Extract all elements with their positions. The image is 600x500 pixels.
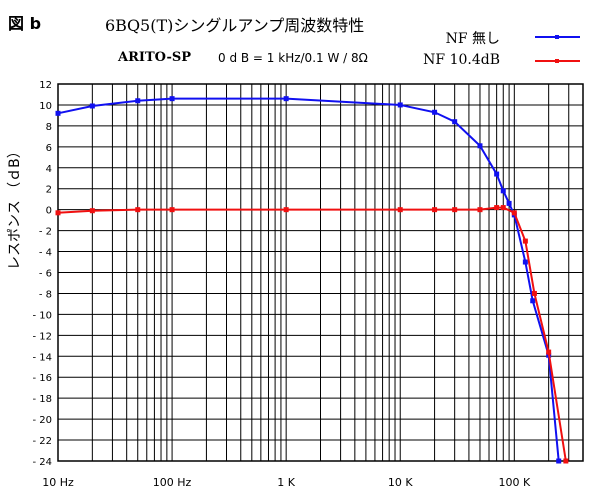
data-point: [169, 207, 175, 213]
data-point: [563, 458, 569, 464]
legend-marker-2: [555, 59, 559, 63]
series-line-1: [57, 97, 560, 462]
y-tick-label: 0: [46, 206, 52, 217]
chart-subtitle-speaker: ARITO-SP: [118, 50, 192, 65]
y-tick-label: 8: [46, 122, 52, 133]
y-tick-label: - 20: [32, 415, 52, 426]
y-tick-label: - 18: [32, 394, 52, 405]
data-point: [530, 298, 536, 304]
data-point: [477, 143, 483, 149]
data-point: [511, 210, 517, 216]
data-point: [169, 96, 175, 102]
data-point: [432, 207, 438, 213]
data-point: [522, 238, 528, 244]
y-tick-label: - 14: [32, 352, 52, 363]
y-tick-label: - 16: [32, 373, 52, 384]
data-point: [397, 102, 403, 108]
data-point: [432, 109, 438, 115]
legend-marker-1: [555, 35, 559, 39]
plot-frame: [57, 83, 584, 462]
x-tick-label: 100 K: [498, 476, 530, 489]
y-tick-label: - 2: [39, 227, 52, 238]
data-point: [135, 98, 141, 104]
data-point: [506, 200, 512, 206]
legend-label: NF 無し: [445, 31, 500, 47]
data-point: [477, 207, 483, 213]
y-tick-label: - 24: [32, 457, 52, 468]
y-tick-label: 12: [39, 80, 52, 91]
data-point: [500, 205, 506, 211]
chart-subtitle-reference: 0 d B = 1 kHz/0.1 W / 8Ω: [218, 51, 368, 65]
y-tick-label: 6: [46, 143, 52, 154]
y-tick-label: 4: [46, 164, 52, 175]
y-tick-label: - 12: [32, 331, 52, 342]
data-point: [494, 171, 500, 177]
y-tick-label: - 22: [32, 436, 52, 447]
data-point: [531, 290, 537, 296]
data-point: [89, 208, 95, 214]
x-tick-label: 10 Hz: [42, 476, 74, 489]
figure-label: 図 b: [8, 14, 42, 33]
chart-title: 6BQ5(T)シングルアンプ周波数特性: [105, 16, 365, 35]
x-tick-label: 1 K: [277, 476, 295, 489]
series-line-2: [57, 206, 567, 462]
y-tick-label: 2: [46, 185, 52, 196]
y-tick-label: - 8: [39, 289, 52, 300]
data-point: [500, 188, 506, 194]
data-point: [452, 119, 458, 125]
data-point: [452, 207, 458, 213]
x-tick-label: 100 Hz: [153, 476, 192, 489]
y-tick-label: 10: [39, 101, 52, 112]
y-tick-label: - 10: [32, 310, 52, 321]
data-point: [397, 207, 403, 213]
data-point: [283, 96, 289, 102]
data-point: [55, 210, 61, 216]
data-point: [55, 110, 61, 116]
data-point: [522, 259, 528, 265]
data-point: [135, 207, 141, 213]
y-tick-label: - 4: [39, 248, 52, 259]
data-point: [89, 103, 95, 109]
data-point: [546, 349, 552, 355]
y-tick-label: - 6: [39, 269, 52, 280]
x-tick-label: 10 K: [388, 476, 413, 489]
data-point: [556, 458, 562, 464]
legend-label: NF 10.4dB: [423, 52, 500, 68]
data-point: [283, 207, 289, 213]
data-point: [494, 205, 500, 211]
